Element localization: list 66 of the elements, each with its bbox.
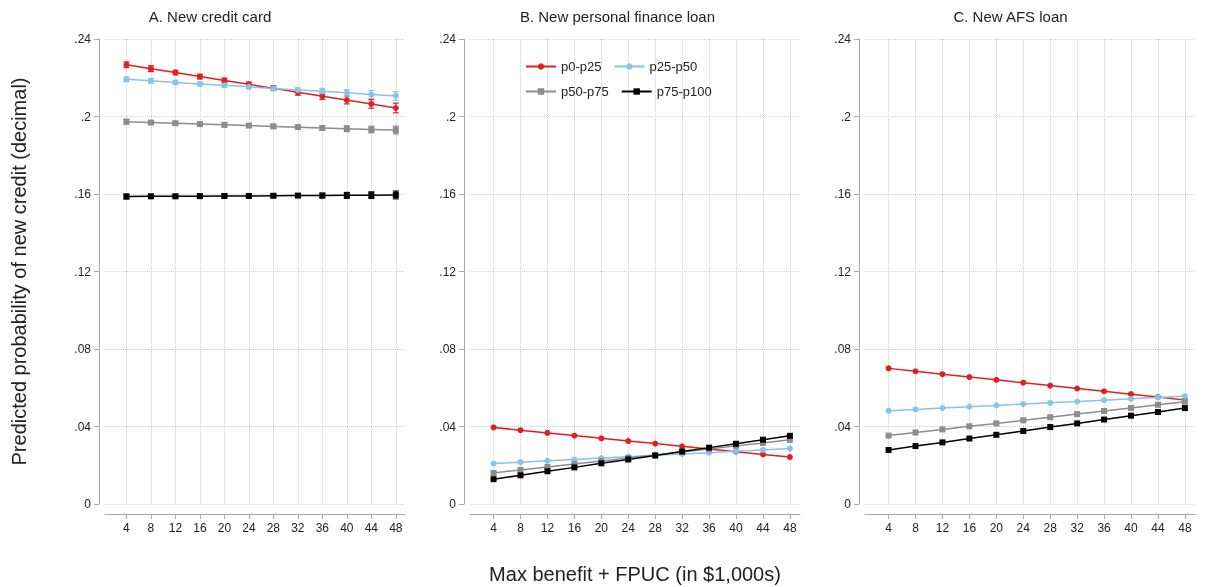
y-axis-title: Predicted probability of new credit (decimal) [8, 77, 30, 466]
x-tick-label: 48 [389, 521, 403, 535]
y-tick-label: .08 [439, 342, 457, 356]
y-tick-label: .2 [840, 109, 852, 124]
x-tick-label: 40 [1124, 521, 1139, 535]
y-tick-label: 0 [844, 497, 852, 511]
y-tick-label: .12 [834, 264, 852, 279]
x-tick-label: 4 [490, 521, 498, 535]
x-tick-label: 40 [340, 521, 354, 535]
x-tick-label: 32 [675, 521, 690, 535]
chart-title: C. New AFS loan [953, 8, 1068, 25]
x-tick-label: 32 [1070, 521, 1085, 535]
legend-label: p75-p100 [656, 84, 712, 99]
y-tick-label: .16 [834, 187, 852, 201]
x-tick-label: 40 [729, 521, 744, 535]
x-tick-label: 24 [242, 521, 256, 535]
x-tick-label: 20 [594, 521, 609, 535]
legend-label: p50-p75 [561, 84, 609, 99]
x-tick-label: 4 [885, 521, 893, 535]
legend-label: p25-p50 [649, 59, 698, 74]
x-tick-label: 24 [621, 521, 636, 535]
x-tick-label: 16 [962, 521, 977, 535]
y-tick-label: .12 [439, 264, 457, 279]
x-tick-label: 12 [168, 521, 183, 535]
y-tick-label: 0 [84, 497, 92, 511]
x-tick-label: 4 [123, 521, 131, 535]
y-tick-label: .04 [834, 419, 852, 434]
x-tick-label: 28 [648, 521, 663, 535]
y-tick-label: .16 [74, 187, 92, 201]
y-tick-label: .24 [834, 32, 852, 46]
x-tick-label: 44 [364, 521, 379, 535]
x-tick-label: 36 [315, 521, 330, 535]
y-tick-label: .16 [439, 187, 457, 201]
x-tick-label: 28 [266, 521, 281, 535]
y-tick-label: .12 [74, 264, 92, 279]
chart-title: B. New personal finance loan [519, 8, 716, 25]
legend-label: p0-p25 [561, 59, 602, 74]
x-tick-label: 8 [912, 521, 920, 535]
x-tick-label: 12 [540, 521, 555, 535]
x-tick-label: 16 [193, 521, 207, 535]
x-axis-title: Max benefit + FPUC (in $1,000s) [489, 563, 781, 585]
x-tick-label: 36 [1097, 521, 1112, 535]
y-tick-label: 0 [449, 497, 457, 511]
y-tick-label: .08 [834, 342, 852, 356]
y-tick-label: .2 [445, 109, 457, 124]
x-tick-label: 44 [1151, 521, 1165, 535]
x-tick-label: 48 [783, 521, 797, 535]
x-tick-label: 24 [1016, 521, 1031, 535]
y-tick-label: .24 [439, 32, 457, 46]
y-tick-label: .2 [80, 109, 92, 124]
chart-title: A. New credit card [148, 8, 272, 25]
x-tick-label: 20 [217, 521, 232, 535]
x-tick-label: 8 [147, 521, 155, 535]
x-tick-label: 32 [291, 521, 305, 535]
x-tick-label: 20 [989, 521, 1004, 535]
x-tick-label: 36 [702, 521, 717, 535]
x-tick-label: 48 [1178, 521, 1192, 535]
y-tick-label: .04 [439, 419, 457, 434]
x-tick-label: 12 [935, 521, 950, 535]
y-tick-label: .24 [74, 32, 92, 46]
x-tick-label: 44 [756, 521, 770, 535]
y-tick-label: .08 [74, 342, 92, 356]
x-tick-label: 28 [1043, 521, 1058, 535]
x-tick-label: 16 [567, 521, 582, 535]
y-tick-label: .04 [74, 419, 92, 434]
x-tick-label: 8 [517, 521, 525, 535]
